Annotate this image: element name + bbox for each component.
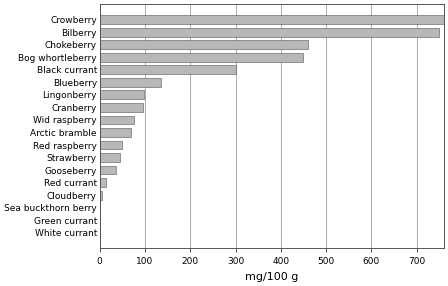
Bar [100, 78, 161, 87]
Bar [100, 90, 144, 99]
Bar [100, 65, 236, 74]
Bar [100, 191, 102, 200]
Bar [100, 128, 131, 137]
Bar [100, 40, 308, 49]
X-axis label: mg/100 g: mg/100 g [245, 272, 298, 282]
Bar [100, 166, 116, 174]
Bar [100, 103, 143, 112]
Bar [100, 116, 134, 124]
Bar [100, 15, 444, 24]
Bar [100, 141, 122, 149]
Bar [100, 178, 107, 187]
Bar [100, 53, 303, 62]
Bar [100, 153, 120, 162]
Bar [100, 28, 439, 37]
